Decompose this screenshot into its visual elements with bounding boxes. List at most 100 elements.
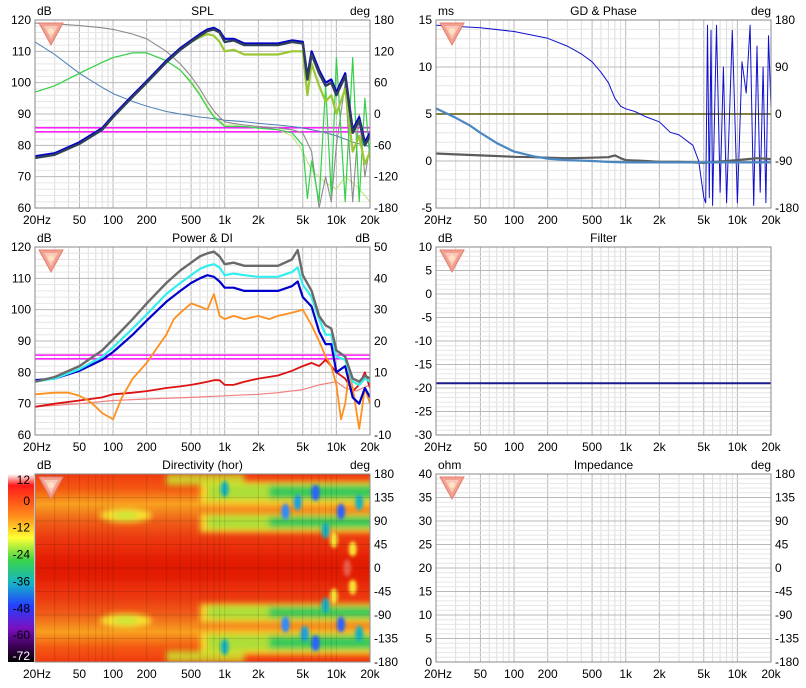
heatmap-spot [281, 503, 290, 520]
colorbar-tick-label: -60 [13, 628, 31, 642]
x-tick-label: 50 [474, 667, 488, 681]
app-logo-icon [439, 22, 465, 47]
y2-tick-label: -90 [775, 154, 793, 168]
x-tick-label: 5k [697, 440, 711, 454]
chart-title: SPL [191, 4, 214, 18]
x-tick-label: 500 [181, 213, 201, 227]
x-tick-label: 2k [252, 440, 266, 454]
x-tick-label: 50 [73, 440, 87, 454]
app-logo-icon [439, 249, 465, 274]
series-line [35, 293, 370, 430]
y2-tick-label: 90 [775, 60, 789, 74]
y-tick-label: 25 [419, 538, 433, 552]
x-tick-label: 200 [538, 440, 558, 454]
left-unit-label: dB [37, 231, 52, 245]
y-tick-label: 40 [419, 467, 433, 481]
y2-tick-label: 45 [775, 538, 789, 552]
y-tick-label: -20 [415, 381, 433, 395]
y2-tick-label: 50 [374, 240, 388, 254]
left-unit-label: dB [37, 4, 52, 18]
y-tick-label: -30 [415, 428, 433, 442]
y-tick-label: 10 [419, 60, 433, 74]
y2-tick-label: -45 [775, 585, 793, 599]
x-tick-label: 100 [504, 213, 524, 227]
heatmap-spot [281, 616, 290, 633]
series-line [35, 52, 370, 203]
left-unit-label: dB [37, 458, 52, 472]
chart-title: Directivity (hor) [162, 458, 243, 472]
heatmap-spot [220, 481, 229, 498]
y2-tick-label: 135 [775, 491, 795, 505]
x-tick-label: 5k [296, 213, 310, 227]
heatmap-spot [311, 484, 320, 501]
lobe-bottom [166, 650, 245, 662]
x-tick-label: 1k [619, 667, 633, 681]
colorbar-tick-label: -48 [13, 601, 31, 615]
right-unit-label: deg [350, 458, 370, 472]
series-line [35, 28, 370, 160]
x-tick-label: 100 [103, 667, 123, 681]
y2-tick-label: -180 [374, 655, 398, 669]
y2-tick-label: -135 [374, 632, 398, 646]
y-tick-label: 110 [12, 271, 31, 285]
logo-dot [449, 255, 455, 261]
logo-dot [449, 28, 455, 34]
lobe-green [269, 485, 370, 499]
y2-tick-label: 90 [775, 514, 789, 528]
plot-frame [435, 246, 772, 436]
left-unit-label: dB [438, 231, 453, 245]
y2-tick-label: 45 [374, 538, 388, 552]
y-tick-label: 15 [419, 13, 433, 27]
heatmap-spot [321, 597, 330, 614]
logo-dot [449, 482, 455, 488]
series-group [35, 248, 370, 430]
y2-tick-label: 180 [374, 467, 394, 481]
y-tick-label: 10 [419, 240, 433, 254]
x-tick-label: 10k [728, 667, 748, 681]
right-unit-label: dB [355, 231, 370, 245]
x-tick-label: 20k [360, 440, 380, 454]
x-tick-label: 20Hz [23, 667, 51, 681]
x-tick-label: 2k [252, 667, 266, 681]
series-line [436, 24, 771, 206]
y-tick-label: 0 [425, 154, 432, 168]
y-tick-label: -25 [415, 405, 433, 419]
y-tick-label: 110 [12, 44, 31, 58]
plot-frame [435, 19, 772, 209]
y2-tick-label: -90 [775, 608, 793, 622]
y2-tick-label: 180 [775, 13, 795, 27]
y-tick-label: 0 [425, 655, 432, 669]
x-tick-label: 50 [73, 213, 87, 227]
app-logo-icon [38, 22, 64, 47]
series-group [436, 24, 771, 206]
chart-title: GD & Phase [570, 4, 637, 18]
x-tick-label: 5k [697, 667, 711, 681]
chart-directivity: Directivity (hor) dB deg 12 0 -12 -24 -36 -48 -60… [8, 458, 398, 681]
heatmap-area [35, 474, 370, 662]
lobe-low-green [113, 511, 138, 520]
x-tick-label: 500 [582, 213, 602, 227]
x-tick-label: 1k [218, 440, 232, 454]
heatmap-field [99, 474, 370, 662]
right-unit-label: deg [751, 4, 771, 18]
y-tick-label: 15 [419, 585, 433, 599]
y2-tick-label: 20 [374, 334, 388, 348]
x-tick-label: 200 [137, 213, 157, 227]
x-tick-label: 200 [137, 440, 157, 454]
x-tick-label: 500 [582, 440, 602, 454]
logo-dot [48, 255, 54, 261]
left-unit-label: ohm [438, 458, 461, 472]
heatmap-spot [300, 625, 309, 642]
y2-tick-label: 0 [775, 561, 782, 575]
x-tick-label: 50 [474, 213, 488, 227]
heatmap-spot [311, 635, 320, 652]
lobe-green [269, 606, 370, 619]
x-tick-label: 20Hz [424, 213, 452, 227]
y-tick-label: 70 [18, 397, 32, 411]
plot-frame [435, 473, 772, 663]
lobe-green [269, 635, 370, 650]
y2-tick-label: 40 [374, 271, 388, 285]
